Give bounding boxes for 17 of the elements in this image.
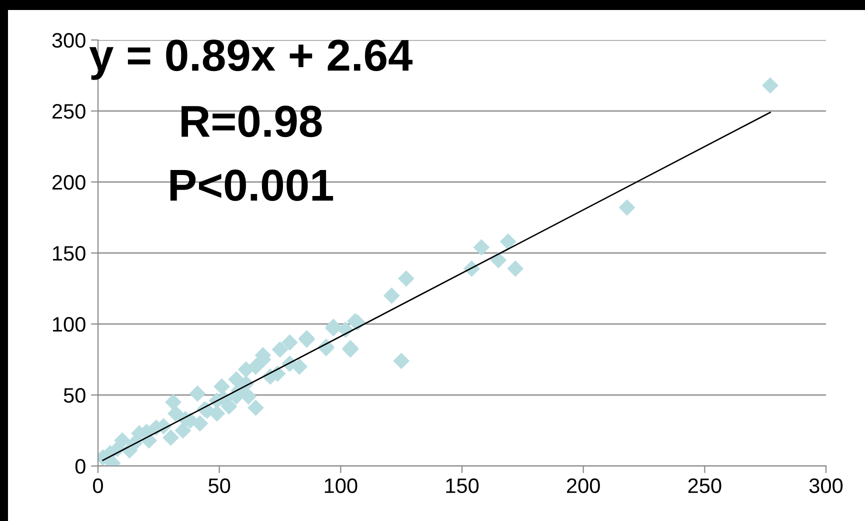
x-tick-label: 200 <box>567 478 600 494</box>
y-tick-label: 0 <box>75 459 86 474</box>
x-tick-label: 50 <box>208 478 230 494</box>
y-tick-label: 250 <box>52 104 86 119</box>
x-tick-label: 100 <box>324 478 358 494</box>
y-tick-label: 50 <box>64 388 86 403</box>
annotation: R=0.98 <box>182 106 322 138</box>
y-tick-label: 300 <box>52 33 86 48</box>
x-tick-label: 150 <box>446 478 479 494</box>
x-tick-label: 250 <box>688 478 722 494</box>
x-tick-label: 0 <box>93 478 103 494</box>
y-tick-label: 150 <box>53 246 86 261</box>
y-tick-label: 100 <box>53 317 86 332</box>
y-tick-label: 200 <box>52 175 86 190</box>
x-tick-label: 300 <box>809 478 843 494</box>
annotation: P<0.001 <box>170 170 334 202</box>
annotation: y = 0.89x + 2.64 <box>89 40 413 80</box>
